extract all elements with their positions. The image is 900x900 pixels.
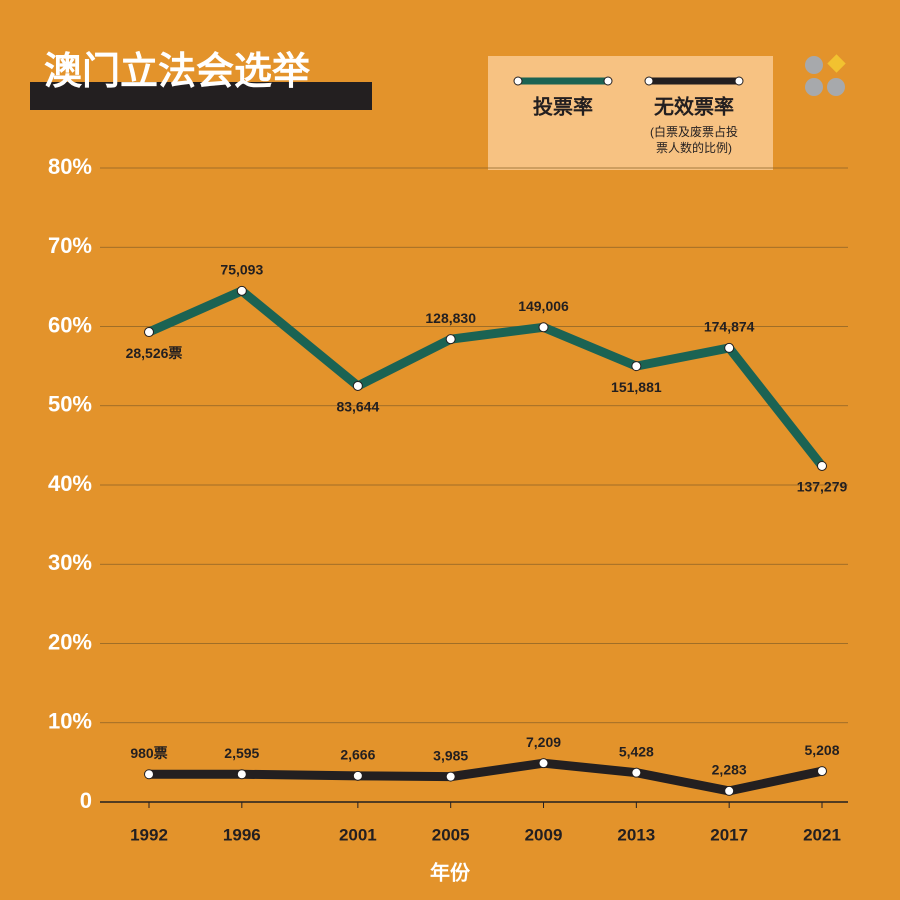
value-label: 137,279 — [797, 479, 848, 495]
data-point — [352, 380, 363, 391]
y-tick-label: 30% — [48, 550, 92, 575]
data-point — [445, 771, 456, 782]
chart-title: 澳门立法会选举 — [44, 51, 311, 93]
y-tick-label: 70% — [48, 233, 92, 258]
x-tick-label: 1996 — [223, 825, 261, 844]
legend-label: 无效票率 — [654, 94, 734, 118]
legend-note: 票人数的比例) — [656, 140, 732, 155]
data-point — [144, 769, 154, 780]
value-label: 5,208 — [804, 742, 839, 758]
legend-dot — [734, 76, 744, 86]
legend-dot — [603, 76, 613, 86]
data-point — [538, 758, 549, 769]
x-axis-label: 年份 — [430, 860, 471, 884]
legend-label: 投票率 — [533, 94, 593, 118]
data-point — [817, 766, 827, 777]
data-point — [144, 327, 154, 338]
x-tick-label: 2009 — [525, 825, 563, 844]
y-tick-label: 50% — [48, 392, 92, 417]
legend-note: (白票及废票占投 — [650, 124, 738, 139]
data-point — [724, 785, 735, 796]
y-tick-label: 80% — [48, 154, 92, 179]
value-label: 2,283 — [712, 762, 747, 778]
value-label: 3,985 — [433, 747, 468, 763]
series-line — [144, 286, 827, 471]
value-label: 174,874 — [704, 319, 755, 335]
data-point — [631, 361, 642, 372]
value-label: 149,006 — [518, 298, 569, 314]
value-label: 75,093 — [220, 262, 263, 278]
value-label: 28,526票 — [126, 345, 183, 361]
x-tick-label: 2017 — [710, 825, 748, 844]
x-tick-label: 2013 — [617, 825, 655, 844]
x-tick-label: 1992 — [130, 825, 168, 844]
value-label: 151,881 — [611, 379, 662, 395]
data-point — [724, 342, 735, 353]
data-point — [236, 769, 247, 780]
value-label: 83,644 — [336, 399, 379, 415]
value-label: 2,666 — [340, 747, 375, 763]
value-label: 980票 — [130, 745, 167, 761]
legend-dot — [513, 76, 523, 86]
y-tick-label: 60% — [48, 312, 92, 337]
x-tick-label: 2021 — [803, 825, 841, 844]
data-point — [352, 770, 363, 781]
data-point — [817, 460, 827, 471]
y-tick-label: 10% — [48, 709, 92, 734]
legend-dot — [644, 76, 654, 86]
series-line — [144, 758, 827, 796]
y-tick-label: 20% — [48, 629, 92, 654]
title-bar — [30, 82, 372, 110]
value-label: 2,595 — [224, 745, 259, 761]
value-label: 7,209 — [526, 734, 561, 750]
y-tick-label: 0 — [80, 788, 92, 813]
data-point — [445, 334, 456, 345]
data-point — [631, 767, 642, 778]
value-label: 128,830 — [425, 310, 476, 326]
data-point — [236, 285, 247, 296]
x-tick-label: 2005 — [432, 825, 470, 844]
data-point — [538, 322, 549, 333]
x-tick-label: 2001 — [339, 825, 377, 844]
logo — [805, 54, 846, 96]
legend-box — [488, 56, 773, 170]
y-tick-label: 40% — [48, 471, 92, 496]
value-label: 5,428 — [619, 743, 654, 759]
